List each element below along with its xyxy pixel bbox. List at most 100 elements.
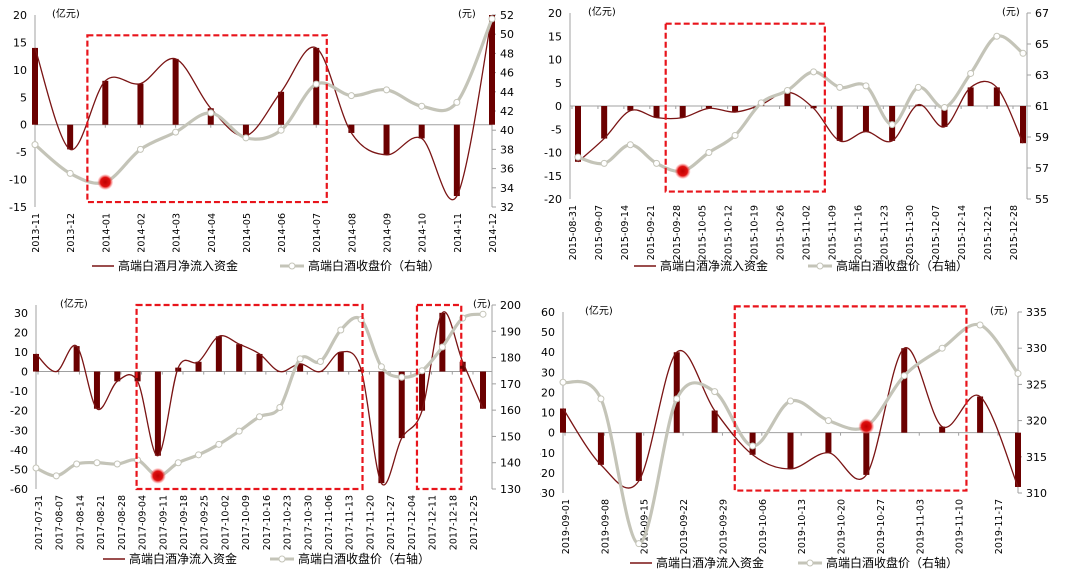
x-tick-label: 2015-12-07 [931, 205, 942, 260]
x-tick-label: 2017-08-28 [117, 495, 128, 550]
price-marker [783, 87, 791, 94]
price-marker [653, 159, 661, 167]
x-tick-label: 2014-06 [277, 213, 288, 253]
left-tick-label: -10 [537, 447, 555, 460]
x-tick-label: 2017-09-04 [138, 495, 149, 550]
flow-bar [705, 106, 712, 109]
chart-panel-1: -15 -10 -5 0 5 10 15 20 32 34 36 38 40 42 44 46 48 50 52 (亿… [9, 7, 514, 273]
x-tick-label: 2013-12 [66, 213, 77, 253]
x-tick-label: 2014-07 [312, 213, 323, 253]
flow-bar [825, 432, 832, 453]
flow-bar [93, 371, 100, 409]
flow-bar [383, 124, 390, 155]
flow-bar [459, 361, 466, 372]
x-tick-label: 2019-09-08 [600, 499, 611, 554]
x-tick-label: 2017-10-02 [220, 495, 231, 550]
price-marker [993, 32, 1001, 40]
flow-bar [102, 80, 109, 125]
right-tick-label: 38 [500, 143, 514, 156]
flow-bar [242, 124, 249, 136]
flow-bar [114, 371, 121, 382]
price-marker [32, 464, 40, 472]
price-marker [635, 540, 643, 548]
x-tick-label: 2017-07-31 [34, 495, 45, 550]
x-tick-label: 2017-10-09 [241, 495, 252, 550]
left-tick-label: 40 [541, 346, 555, 359]
x-tick-label: 2017-09-18 [179, 495, 190, 550]
left-tick-label: -15 [9, 201, 27, 214]
flow-bar [967, 87, 974, 106]
price-marker [172, 128, 180, 136]
price-marker [600, 159, 608, 167]
right-tick-label: 310 [1026, 487, 1047, 500]
left-tick-label: 0 [555, 100, 562, 113]
x-tick-label: 2019-11-03 [915, 499, 926, 554]
right-tick-label: 130 [500, 483, 521, 496]
x-tick-label: 2014-05 [242, 213, 253, 253]
left-tick-label: 15 [548, 30, 562, 43]
flow-bar [915, 104, 922, 106]
flow-bar [236, 344, 243, 372]
flow-bar [635, 432, 642, 481]
x-tick-label: 2015-12-21 [983, 205, 994, 260]
highlight-low-point [149, 467, 166, 484]
price-marker [900, 372, 908, 380]
price-marker [66, 169, 74, 177]
chart-panel-2: -20 -15 -10 -5 0 5 10 15 20 55 57 59 61 63 65 67 (亿元) (元)… [544, 5, 1049, 273]
price-marker [711, 388, 719, 396]
left-tick-label: 15 [13, 36, 27, 49]
x-tick-label: 2019-10-13 [797, 499, 808, 554]
price-marker [73, 460, 81, 468]
price-marker [1019, 49, 1027, 57]
left-tick-label: 20 [541, 386, 555, 399]
right-tick-label: 48 [500, 47, 514, 60]
right-tick-label: 61 [1035, 100, 1049, 113]
price-marker [296, 355, 304, 363]
price-marker [242, 134, 250, 142]
legend-price-marker [288, 262, 296, 270]
left-tick-label: 20 [14, 326, 28, 339]
right-tick-label: 150 [500, 430, 521, 443]
right-tick-label: 57 [1035, 162, 1049, 175]
flow-bar [863, 432, 870, 475]
right-tick-label: 180 [500, 352, 521, 365]
flow-bar [836, 106, 843, 141]
price-marker [479, 310, 487, 318]
legend-flow-label: 高端白酒净流入资金 [656, 555, 764, 570]
x-tick-label: 2019-10-20 [837, 499, 848, 554]
right-tick-label: 36 [500, 163, 514, 176]
chart-panel-3: -60 -50 -40 -30 -20 -10 0 10 20 30 130 140 150 160 170… [10, 297, 521, 566]
flow-bar [398, 371, 405, 439]
left-tick-label: 5 [555, 77, 562, 90]
price-line [577, 34, 1025, 174]
flow-bar [278, 91, 285, 125]
right-tick-label: 140 [500, 457, 521, 470]
x-tick-label: 2017-11-20 [365, 495, 376, 550]
flow-bar [627, 106, 634, 111]
left-tick-label: 0 [21, 366, 28, 379]
left-unit-label: (亿元) [52, 7, 80, 20]
left-tick-label: 0 [548, 427, 555, 440]
left-tick-label: 5 [20, 91, 27, 104]
price-marker [438, 343, 446, 351]
right-tick-label: 67 [1035, 7, 1049, 20]
price-marker [705, 149, 713, 156]
left-tick-label: -40 [10, 444, 28, 457]
legend-price-label: 高端白酒收盘价（右轴） [836, 258, 968, 273]
x-tick-label: 2017-08-14 [75, 495, 86, 550]
flow-bar [993, 87, 1000, 106]
left-tick-label: -50 [10, 463, 28, 476]
right-tick-label: 325 [1026, 378, 1047, 391]
x-tick-label: 2017-09-25 [200, 495, 211, 550]
flow-bar [679, 106, 686, 118]
x-tick-label: 2015-10-26 [776, 205, 787, 260]
flow-bar [784, 92, 791, 106]
flow-bar [1020, 106, 1026, 144]
left-tick-label: -20 [537, 467, 555, 480]
flow-bar [673, 352, 680, 433]
price-marker [824, 417, 832, 425]
left-tick-label: -10 [10, 385, 28, 398]
highlight-box [86, 34, 328, 204]
x-tick-label: 2015-09-07 [594, 205, 605, 260]
